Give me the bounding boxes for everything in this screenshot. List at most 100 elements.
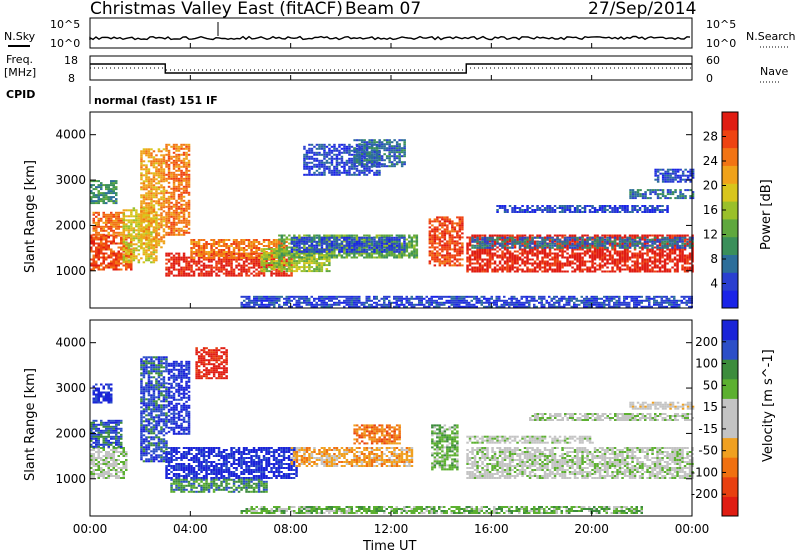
power-cell bbox=[165, 149, 168, 152]
power-cell bbox=[240, 254, 243, 257]
power-cell bbox=[130, 225, 133, 228]
power-cell bbox=[380, 141, 384, 144]
power-cell bbox=[340, 248, 344, 251]
power-cell bbox=[448, 258, 452, 261]
power-cell bbox=[230, 270, 233, 273]
power-cell bbox=[278, 262, 281, 265]
power-cell bbox=[398, 145, 401, 148]
power-cell bbox=[618, 256, 622, 259]
power-cell bbox=[323, 149, 326, 152]
power-cell bbox=[553, 256, 557, 259]
power-cell bbox=[498, 238, 502, 241]
power-cell bbox=[220, 249, 223, 251]
power-cell bbox=[383, 145, 386, 148]
power-cell bbox=[536, 264, 539, 267]
power-cell bbox=[641, 238, 644, 241]
power-cell bbox=[250, 260, 253, 263]
power-cell bbox=[330, 242, 334, 245]
power-cell bbox=[165, 223, 168, 226]
power-cell bbox=[215, 264, 218, 267]
power-cell bbox=[398, 240, 401, 243]
power-cell bbox=[330, 248, 334, 251]
power-cell bbox=[646, 262, 649, 265]
power-cell bbox=[343, 161, 346, 164]
power-cell bbox=[345, 248, 349, 251]
power-cell bbox=[395, 143, 399, 146]
power-cell bbox=[192, 257, 196, 259]
power-cell bbox=[147, 152, 151, 155]
power-cell bbox=[135, 219, 138, 222]
power-cell bbox=[260, 250, 264, 253]
power-cell bbox=[571, 238, 574, 241]
power-cell bbox=[350, 145, 354, 148]
power-cell bbox=[172, 217, 176, 220]
power-cell bbox=[200, 268, 203, 271]
power-cell bbox=[230, 272, 233, 275]
power-cell bbox=[328, 240, 331, 243]
power-cell bbox=[305, 270, 309, 273]
power-cell bbox=[503, 246, 507, 249]
power-cell bbox=[568, 242, 572, 245]
power-cell bbox=[323, 153, 326, 156]
power-cell bbox=[438, 244, 442, 247]
power-cell bbox=[160, 162, 163, 165]
power-cell bbox=[370, 145, 374, 148]
power-cell bbox=[237, 249, 241, 251]
power-cell bbox=[453, 250, 457, 253]
power-cell bbox=[270, 264, 273, 267]
power-cell bbox=[353, 167, 356, 170]
power-cell bbox=[177, 173, 181, 176]
power-cell bbox=[197, 256, 201, 259]
power-cell bbox=[333, 153, 336, 156]
power-cell bbox=[571, 256, 574, 259]
power-cell bbox=[290, 248, 294, 251]
power-cell bbox=[315, 163, 319, 166]
power-cell bbox=[212, 251, 216, 253]
power-cell bbox=[328, 165, 331, 168]
power-cell bbox=[97, 200, 100, 203]
power-cell bbox=[255, 272, 258, 275]
power-cell bbox=[403, 143, 406, 146]
power-cell bbox=[318, 147, 321, 150]
power-cell bbox=[428, 254, 432, 257]
power-cell bbox=[197, 247, 201, 249]
power-cell bbox=[533, 242, 537, 245]
power-cell bbox=[105, 221, 108, 224]
power-cell bbox=[145, 238, 148, 241]
power-cell bbox=[142, 218, 146, 221]
power-cell bbox=[536, 256, 539, 259]
power-cell bbox=[285, 236, 289, 239]
power-cell bbox=[355, 248, 359, 251]
power-cell bbox=[245, 268, 248, 271]
power-cell bbox=[255, 274, 258, 277]
power-cell bbox=[606, 250, 609, 253]
power-cell bbox=[506, 262, 509, 265]
power-cell bbox=[315, 173, 319, 176]
power-cell bbox=[150, 148, 153, 151]
power-cell bbox=[308, 260, 311, 263]
power-cell bbox=[633, 236, 637, 239]
power-cell bbox=[313, 254, 316, 257]
power-cell bbox=[613, 270, 617, 273]
power-cell bbox=[120, 258, 123, 261]
power-cell bbox=[628, 242, 632, 245]
power-cell bbox=[471, 234, 474, 237]
power-cell bbox=[355, 244, 359, 247]
power-cell bbox=[618, 258, 622, 261]
power-cell bbox=[247, 255, 251, 257]
power-cell bbox=[180, 221, 183, 224]
power-cell bbox=[157, 228, 161, 231]
power-cell bbox=[388, 236, 391, 239]
power-cell bbox=[315, 240, 319, 243]
power-cell bbox=[385, 240, 389, 243]
power-cell bbox=[308, 248, 311, 251]
power-cell bbox=[155, 255, 158, 258]
power-cell bbox=[172, 163, 176, 166]
power-cell bbox=[338, 248, 341, 251]
power-cell bbox=[636, 254, 639, 257]
power-cell bbox=[556, 256, 559, 259]
power-cell bbox=[513, 250, 517, 253]
power-cell bbox=[633, 252, 637, 255]
power-cell bbox=[162, 224, 166, 227]
power-cell bbox=[215, 254, 218, 257]
